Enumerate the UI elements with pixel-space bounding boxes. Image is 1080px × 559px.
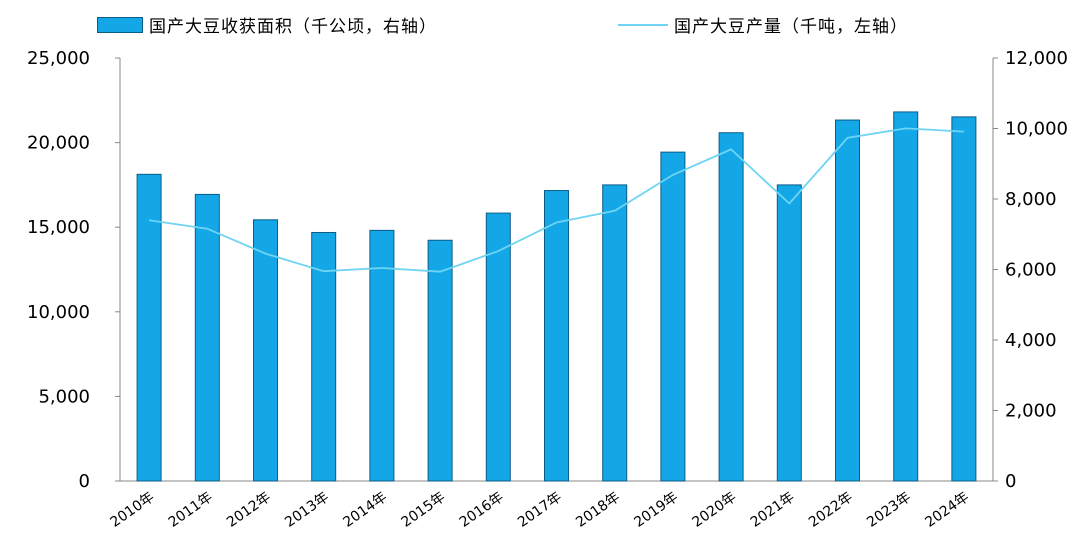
right-tick-label: 10,000 — [1005, 119, 1068, 140]
left-tick-label: 15,000 — [27, 217, 90, 238]
bar-mark — [776, 184, 802, 482]
x-tick-label: 2023年 — [864, 489, 914, 531]
legend-bar-label: 国产大豆收获面积（千公顷，右轴） — [149, 17, 437, 37]
x-tick-label: 2020年 — [690, 489, 740, 531]
bar-mark — [718, 132, 744, 482]
right-tick-label: 6,000 — [1005, 260, 1057, 281]
bar-mark — [194, 193, 220, 482]
x-tick-label: 2021年 — [748, 489, 798, 531]
bar-mark — [893, 111, 919, 482]
bar-mark — [253, 219, 278, 482]
bar-mark — [136, 173, 162, 482]
legend-bar: 国产大豆收获面积（千公顷，右轴） — [97, 12, 437, 37]
right-tick-label: 12,000 — [1005, 48, 1068, 69]
left-tick-label: 20,000 — [27, 133, 90, 154]
line-series-mark — [148, 127, 964, 273]
bar-mark — [485, 212, 511, 482]
x-tick-label: 2010年 — [108, 489, 158, 531]
x-tick-label: 2013年 — [282, 489, 332, 531]
left-tick-label: 10,000 — [27, 302, 90, 323]
right-tick-label: 0 — [1005, 471, 1016, 492]
left-tick-label: 5,000 — [38, 386, 90, 407]
x-tick-label: 2014年 — [340, 489, 390, 531]
right-tick-label: 8,000 — [1005, 189, 1057, 210]
bar-mark — [427, 239, 453, 482]
bar-mark — [835, 119, 860, 482]
x-tick-label: 2015年 — [399, 489, 449, 531]
bar-mark — [544, 190, 569, 482]
left-tick-label: 25,000 — [27, 48, 90, 69]
x-tick-label: 2024年 — [922, 489, 972, 531]
x-tick-label: 2016年 — [457, 489, 507, 531]
x-tick-label: 2018年 — [573, 489, 623, 531]
bar-mark — [369, 229, 395, 482]
legend-bar-swatch — [97, 16, 143, 33]
right-tick-label: 4,000 — [1005, 330, 1057, 351]
right-tick-label: 2,000 — [1005, 401, 1057, 422]
legend-line-label: 国产大豆产量（千吨，左轴） — [674, 17, 908, 37]
left-tick-label: 0 — [79, 471, 90, 492]
x-tick-label: 2017年 — [515, 489, 565, 531]
x-tick-label: 2019年 — [631, 489, 681, 531]
x-tick-label: 2022年 — [806, 489, 856, 531]
x-tick-label: 2012年 — [224, 489, 274, 531]
bar-mark — [951, 116, 977, 482]
legend-line: 国产大豆产量（千吨，左轴） — [618, 12, 908, 37]
bar-mark — [311, 231, 337, 482]
bar-mark — [602, 184, 628, 482]
bar-mark — [660, 151, 686, 482]
legend-line-swatch — [618, 23, 668, 26]
x-tick-label: 2011年 — [166, 489, 216, 531]
